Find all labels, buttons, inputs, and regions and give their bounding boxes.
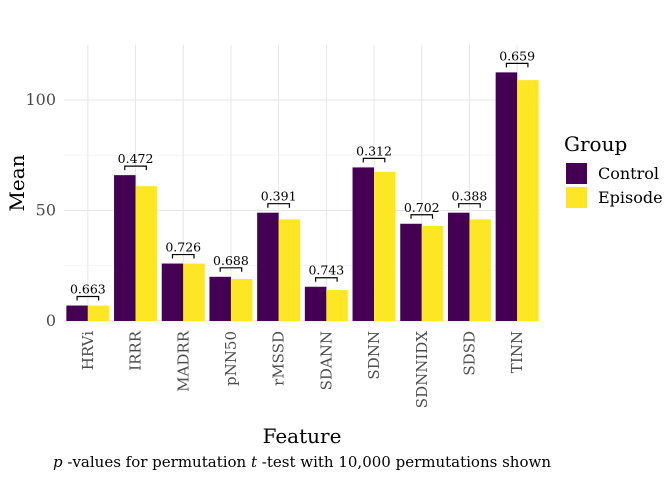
bar-control-sdsd (447, 212, 470, 321)
bar-episode-sdsd (469, 219, 491, 321)
bar-episode-tinn (517, 80, 539, 321)
caption-t: t (251, 453, 258, 471)
p-value-bracket (76, 295, 100, 301)
bar-episode-sdnnidx (421, 225, 444, 321)
y-axis-title: Mean (5, 154, 29, 211)
p-value-bracket (171, 253, 195, 259)
bar-episode-irrr (135, 186, 158, 321)
caption-part1: -values for permutation (63, 453, 251, 471)
p-value-bracket (219, 267, 243, 272)
legend-key-control (566, 163, 587, 184)
bar-control-sdnn (352, 167, 375, 321)
x-tick-label: SDNNIDX (413, 331, 431, 409)
p-value-bracket (458, 203, 481, 208)
p-value-label: 0.659 (499, 48, 535, 63)
p-value-label: 0.702 (404, 200, 440, 215)
y-tick-label: 100 (25, 90, 56, 109)
y-axis-ticks: 0 50 100 (25, 90, 56, 330)
legend: Group Control Episode (564, 132, 663, 208)
bars (66, 72, 539, 321)
bar-episode-madrr (183, 263, 205, 321)
p-value-label: 0.312 (356, 143, 392, 158)
bar-episode-sdann (326, 290, 348, 321)
p-value-label: 0.743 (308, 263, 344, 278)
bar-control-sdann (304, 286, 327, 321)
bar-control-pnn50 (209, 276, 231, 321)
legend-title: Group (564, 132, 627, 156)
x-tick-label: SDANN (317, 331, 335, 390)
bar-episode-hrvi (87, 305, 110, 321)
legend-label-control: Control (598, 164, 659, 183)
p-value-bracket (362, 157, 386, 163)
x-tick-label: HRVi (79, 331, 97, 370)
p-value-bracket (267, 203, 290, 208)
p-value-bracket (124, 165, 147, 171)
legend-label-episode: Episode (598, 188, 663, 207)
bar-control-irrr (114, 175, 136, 321)
p-value-label: 0.663 (70, 282, 106, 297)
x-tick-label: pNN50 (222, 331, 240, 386)
x-tick-label: IRRR (127, 330, 145, 371)
bar-control-rmssd (257, 212, 279, 321)
p-value-label: 0.726 (165, 240, 201, 255)
p-value-label: 0.388 (452, 189, 488, 204)
legend-key-episode (566, 187, 587, 208)
bar-control-sdnnidx (400, 223, 422, 321)
x-axis-title: Feature (263, 424, 342, 448)
bar-control-tinn (495, 72, 518, 321)
p-value-annotations: 0.663 0.472 0.726 0.688 0.391 0.743 0.312 0.702… (70, 48, 535, 301)
caption-p: p (53, 453, 63, 471)
p-value-bracket (410, 214, 434, 219)
y-tick-label: 50 (36, 201, 56, 220)
x-tick-label: SDNN (365, 331, 383, 380)
x-tick-label: TINN (508, 331, 526, 373)
x-tick-label: MADRR (174, 330, 192, 392)
bar-episode-rmssd (278, 219, 301, 321)
y-tick-label: 0 (46, 311, 56, 330)
x-axis-ticks: HRVi IRRR MADRR pNN50 rMSSD SDANN SDNN SDNNIDX S… (79, 330, 526, 408)
bar-control-madrr (161, 263, 184, 321)
p-value-bracket (505, 62, 529, 68)
p-value-bracket (315, 277, 338, 282)
caption: p -values for permutation t -test with 1… (53, 453, 551, 471)
p-value-label: 0.688 (213, 253, 249, 268)
x-tick-label: SDSD (460, 331, 478, 376)
caption-part2: -test with 10,000 permutations shown (257, 453, 551, 471)
p-value-label: 0.391 (261, 189, 297, 204)
p-value-label: 0.472 (118, 151, 154, 166)
x-tick-label: rMSSD (270, 331, 288, 386)
bar-episode-pnn50 (230, 279, 253, 321)
bar-control-hrvi (66, 305, 88, 321)
bar-episode-sdnn (374, 171, 396, 321)
